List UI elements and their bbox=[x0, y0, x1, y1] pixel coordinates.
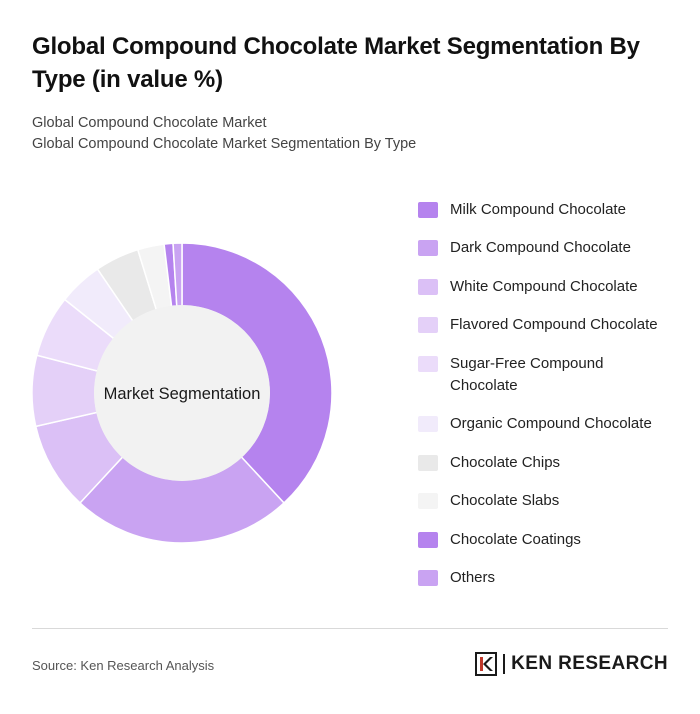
donut-center bbox=[94, 305, 270, 481]
subtitle-line-2: Global Compound Chocolate Market Segment… bbox=[32, 136, 417, 152]
legend-swatch bbox=[418, 570, 438, 586]
legend-item-3[interactable]: Flavored Compound Chocolate bbox=[418, 314, 672, 336]
legend-swatch bbox=[418, 317, 438, 333]
legend-label: Chocolate Coatings bbox=[450, 531, 581, 548]
legend-label: Others bbox=[450, 569, 496, 586]
legend-item-9[interactable]: Others bbox=[418, 567, 672, 589]
legend-item-0[interactable]: Milk Compound Chocolate bbox=[418, 199, 672, 221]
legend-label: Flavored Compound Chocolate bbox=[450, 316, 658, 333]
legend-swatch bbox=[418, 240, 438, 256]
chart-title: Global Compound Chocolate Market Segment… bbox=[32, 33, 640, 93]
brand: KEN RESEARCH bbox=[475, 652, 668, 676]
legend-label: Milk Compound Chocolate bbox=[450, 201, 626, 218]
footer-divider bbox=[32, 628, 668, 629]
legend-label: White Compound Chocolate bbox=[450, 278, 638, 295]
legend-item-2[interactable]: White Compound Chocolate bbox=[418, 276, 672, 298]
legend-label: Sugar-Free Compound Chocolate bbox=[450, 355, 604, 394]
legend-label: Dark Compound Chocolate bbox=[450, 239, 631, 256]
legend-label: Chocolate Slabs bbox=[450, 492, 560, 509]
legend-label: Chocolate Chips bbox=[450, 454, 561, 471]
legend-swatch bbox=[418, 493, 438, 509]
legend-item-6[interactable]: Chocolate Chips bbox=[418, 452, 672, 474]
legend-swatch bbox=[418, 202, 438, 218]
brand-separator bbox=[503, 654, 506, 674]
ken-research-logo-icon bbox=[475, 652, 498, 676]
legend-item-4[interactable]: Sugar-Free Compound Chocolate bbox=[418, 353, 672, 397]
legend-item-7[interactable]: Chocolate Slabs bbox=[418, 490, 672, 512]
legend-swatch bbox=[418, 416, 438, 432]
legend-swatch bbox=[418, 279, 438, 295]
brand-name: KEN RESEARCH bbox=[511, 653, 668, 674]
legend-item-5[interactable]: Organic Compound Chocolate bbox=[418, 413, 672, 435]
subtitle-line-1: Global Compound Chocolate Market bbox=[32, 115, 267, 131]
donut-chart: Market Segmentation bbox=[31, 242, 333, 544]
legend-swatch bbox=[418, 356, 438, 372]
legend-swatch bbox=[418, 455, 438, 471]
center-label: Market Segmentation bbox=[104, 385, 261, 403]
source-note: Source: Ken Research Analysis bbox=[32, 658, 215, 673]
legend-item-1[interactable]: Dark Compound Chocolate bbox=[418, 237, 672, 259]
legend-swatch bbox=[418, 532, 438, 548]
chart-subtitle: Global Compound Chocolate Market Global … bbox=[32, 113, 672, 155]
legend-item-8[interactable]: Chocolate Coatings bbox=[418, 529, 672, 551]
legend-label: Organic Compound Chocolate bbox=[450, 415, 652, 432]
